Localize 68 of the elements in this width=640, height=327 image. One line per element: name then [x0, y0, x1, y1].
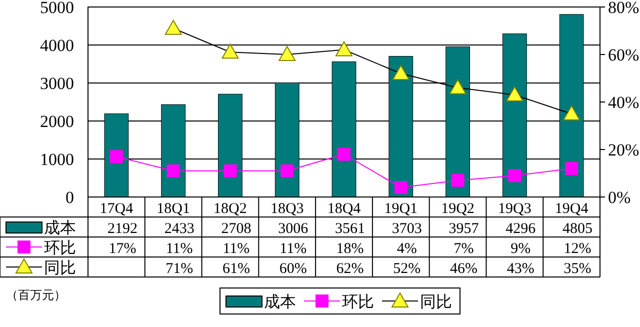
data-label: 60% [279, 261, 307, 277]
point [164, 20, 182, 35]
data-label: 2708 [221, 221, 252, 237]
data-label: 3561 [335, 221, 365, 237]
data-label: 46% [450, 261, 478, 277]
point [166, 164, 180, 178]
y-tick-label: 3000 [40, 74, 74, 93]
data-label: 4805 [562, 221, 593, 237]
point [338, 148, 350, 161]
point [451, 174, 464, 187]
x-tick-label: 18Q2 [214, 201, 247, 217]
point [563, 105, 580, 120]
y2-tick-label: 80% [608, 0, 640, 17]
text: （百万元） [6, 288, 66, 302]
data-label: 2192 [107, 221, 138, 237]
y2-tick-label: 40% [608, 93, 640, 112]
data-label: 3703 [392, 221, 422, 237]
x-tick-label: 19Q1 [384, 201, 418, 217]
x-tick-label: 19Q4 [554, 201, 589, 217]
data-label: 11% [280, 241, 307, 257]
y-tick-label: 1000 [40, 150, 74, 169]
x-tick-label: 18Q3 [270, 201, 304, 217]
y-tick-label: 0 [66, 188, 74, 207]
point [565, 162, 578, 175]
data-label: 61% [222, 261, 250, 277]
data-label: 3006 [278, 221, 309, 237]
legend: 成本 环比 同比 [220, 288, 460, 314]
data-label: 52% [393, 261, 421, 277]
data-label: 4296 [506, 221, 536, 237]
point [508, 169, 522, 182]
data-label: 11% [222, 241, 250, 257]
data-label: 2433 [164, 221, 194, 237]
y-tick-label: 2000 [40, 112, 74, 131]
x-tick-label: 18Q4 [327, 201, 362, 217]
point [394, 181, 408, 194]
data-label: 35% [564, 261, 592, 277]
legend-label: 环比 [44, 239, 76, 257]
legend-label: 同比 [44, 259, 76, 277]
y2-tick-label: 20% [608, 140, 640, 160]
point [280, 164, 294, 178]
x-tick-label: 19Q3 [498, 201, 532, 217]
point [110, 150, 123, 164]
y-tick-label: 4000 [40, 36, 74, 55]
y2-tick-label: 60% [608, 46, 640, 64]
data-label: 9% [510, 241, 531, 257]
x-tick-label: 17Q4 [100, 201, 134, 217]
data-label: 62% [336, 261, 364, 277]
point [392, 65, 410, 80]
data-label: 17% [108, 241, 136, 257]
data-label: 11% [166, 241, 193, 257]
point [278, 46, 296, 61]
x-tick-label: 19Q2 [441, 201, 474, 217]
data-label: 43% [506, 261, 534, 277]
y2-tick-label: 0% [608, 188, 631, 207]
data-label: 4% [396, 241, 417, 257]
legend-label: 成本 [44, 219, 76, 237]
data-label: 3957 [448, 221, 480, 237]
data-label: 18% [336, 241, 364, 257]
x-tick-label: 18Q1 [156, 201, 190, 217]
point [222, 44, 239, 59]
point [449, 79, 466, 94]
y-tick-label: 5000 [40, 0, 74, 17]
data-label: 71% [166, 261, 194, 277]
point [336, 41, 352, 56]
point [506, 86, 524, 102]
data-label: 7% [454, 241, 474, 257]
data-label: 12% [564, 241, 592, 257]
point [224, 164, 237, 178]
